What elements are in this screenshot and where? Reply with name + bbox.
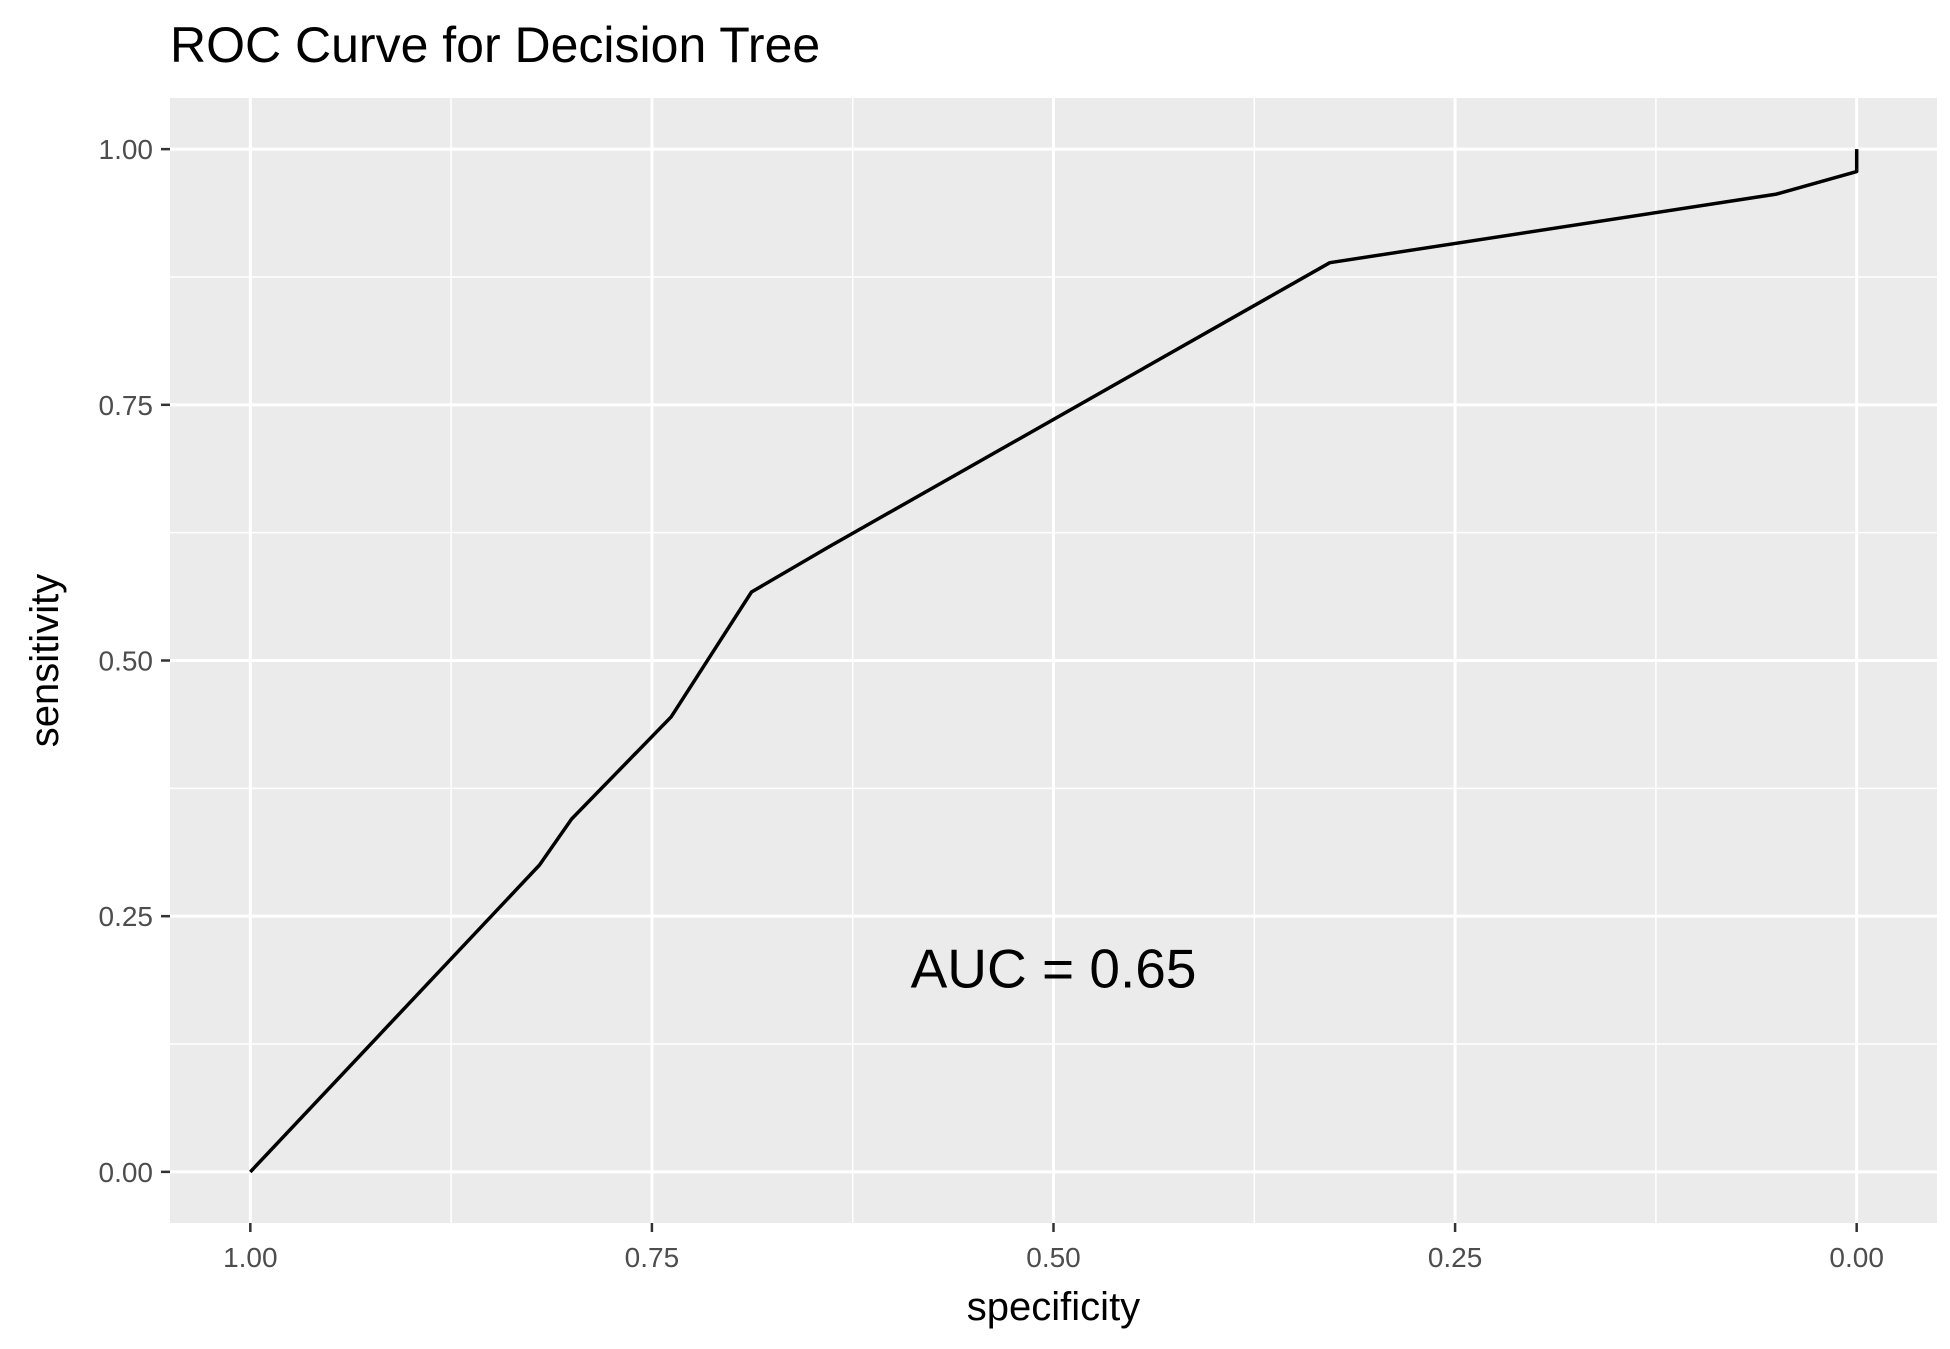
roc-curve-line	[249, 149, 1859, 1174]
auc-annotation: AUC = 0.65	[911, 937, 1197, 999]
x-tick-label: 0.25	[1428, 1242, 1483, 1273]
x-tick-label: 1.00	[223, 1242, 278, 1273]
x-tick-label: 0.50	[1026, 1242, 1081, 1273]
y-tick-label: 0.50	[99, 646, 154, 677]
y-axis-title: sensitivity	[23, 574, 67, 747]
y-tick-label: 0.75	[99, 390, 154, 421]
major-gridlines	[170, 98, 1937, 1223]
x-axis-title: specificity	[967, 1285, 1140, 1329]
y-axis-ticks: 0.00 0.25 0.50 0.75 1.00	[99, 134, 170, 1188]
chart-title: ROC Curve for Decision Tree	[170, 17, 820, 73]
y-tick-label: 1.00	[99, 134, 154, 165]
x-tick-label: 0.00	[1829, 1242, 1884, 1273]
y-tick-label: 0.25	[99, 901, 154, 932]
y-tick-label: 0.00	[99, 1157, 154, 1188]
x-axis-ticks: 1.00 0.75 0.50 0.25 0.00	[223, 1223, 1884, 1273]
x-tick-label: 0.75	[625, 1242, 680, 1273]
